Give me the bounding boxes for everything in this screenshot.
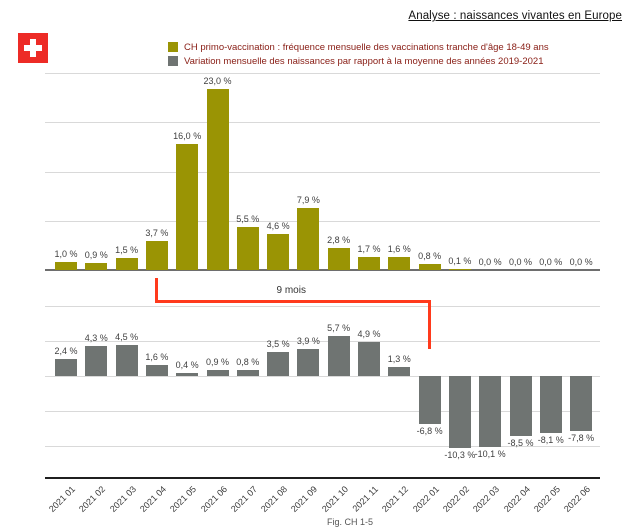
births-value-label-12: -6,8 % [416, 425, 443, 436]
vaccination-value-label-13: 0,1 % [448, 256, 472, 267]
births-bar-2021 12 [388, 366, 411, 376]
births-bar-2022 04 [509, 376, 532, 436]
births-bar-2021 10 [327, 336, 350, 376]
births-bar-2022 03 [479, 376, 502, 447]
vaccination-value-label-4: 16,0 % [173, 130, 202, 141]
vaccination-bar-2021 09 [297, 207, 320, 270]
vaccination-bar-2021 08 [267, 233, 290, 270]
births-value-label-9: 5,7 % [327, 323, 351, 334]
legend-swatch-0 [168, 42, 178, 52]
births-value-label-2: 4,5 % [115, 331, 139, 342]
births-value-label-8: 3,9 % [296, 335, 320, 346]
upper-gridline-0 [45, 73, 600, 74]
lower-gridline-0 [45, 306, 600, 307]
births-bar-2021 11 [358, 341, 380, 376]
lower-gridline-3 [45, 411, 600, 412]
births-bar-2022 06 [570, 376, 593, 431]
lower-gridline-2 [45, 376, 600, 377]
vaccination-value-label-3: 3,7 % [145, 227, 169, 238]
upper-gridline-1 [45, 122, 600, 124]
vaccination-bar-2021 06 [206, 88, 229, 270]
swiss-flag-icon [18, 33, 48, 63]
vaccination-bar-2021 05 [176, 143, 199, 270]
vaccination-value-label-1: 0,9 % [84, 249, 108, 260]
vaccination-value-label-0: 1,0 % [54, 249, 78, 260]
births-bar-2021 05 [176, 373, 199, 376]
upper-axis-line [45, 269, 600, 271]
vaccination-bar-2021 11 [358, 256, 380, 270]
vaccination-bar-2022 01 [418, 263, 441, 270]
legend-label-0: CH primo-vaccination : fréquence mensuel… [184, 41, 549, 53]
vaccination-value-label-5: 23,0 % [203, 75, 232, 86]
annotation-bracket-horizontal [154, 300, 431, 303]
births-value-label-17: -7,8 % [568, 432, 595, 443]
legend-swatch-1 [168, 56, 178, 66]
vaccination-value-label-9: 2,8 % [327, 234, 351, 245]
vaccination-bar-2022 02 [448, 269, 471, 270]
births-value-label-0: 2,4 % [54, 346, 78, 357]
upper-gridline-2 [45, 171, 600, 173]
category-axis-line [45, 477, 600, 479]
annotation-label: 9 mois [276, 285, 306, 296]
page-title: Analyse : naissances vivantes en Europe [408, 10, 622, 22]
vaccination-bar-2021 07 [236, 226, 259, 270]
births-value-label-6: 0,8 % [236, 357, 260, 368]
births-value-label-15: -8,5 % [507, 437, 534, 448]
vaccination-bar-2021 02 [85, 262, 108, 270]
births-bar-2021 06 [206, 369, 229, 376]
vaccination-value-label-16: 0,0 % [539, 257, 563, 267]
legend-item-1: Variation mensuelle des naissances par r… [168, 54, 549, 68]
births-bar-2021 02 [85, 345, 108, 376]
vaccination-value-label-2: 1,5 % [115, 245, 139, 256]
lower-gridline-4 [45, 446, 600, 447]
births-value-label-4: 0,4 % [175, 360, 199, 371]
births-bar-2022 01 [418, 376, 441, 424]
births-value-label-5: 0,9 % [205, 356, 229, 367]
vaccination-value-label-17: 0,0 % [569, 257, 593, 267]
vaccination-value-label-15: 0,0 % [508, 257, 532, 267]
figure-caption: Fig. CH 1-5 [326, 517, 373, 527]
births-value-label-1: 4,3 % [84, 332, 108, 343]
births-value-label-7: 3,5 % [266, 338, 290, 349]
births-bar-2022 02 [448, 376, 471, 449]
vaccination-bar-2021 03 [115, 258, 138, 270]
births-bar-2021 07 [236, 370, 259, 376]
births-bar-2021 04 [145, 364, 168, 376]
annotation-bracket-right [427, 300, 431, 349]
vaccination-value-label-14: 0,0 % [478, 257, 502, 267]
vaccination-value-label-11: 1,6 % [387, 244, 411, 255]
swiss-cross-horizontal [24, 45, 42, 51]
vaccination-value-label-7: 4,6 % [266, 220, 290, 231]
births-bar-2021 09 [297, 348, 320, 376]
vaccination-bar-2021 04 [145, 240, 168, 270]
births-bar-2021 08 [267, 351, 290, 376]
upper-gridline-3 [45, 220, 600, 222]
births-bar-2022 05 [539, 376, 562, 433]
births-value-label-11: 1,3 % [387, 353, 411, 364]
vaccination-value-label-10: 1,7 % [357, 243, 381, 254]
births-value-label-14: -10,1 % [474, 448, 506, 459]
vaccination-bar-2021 01 [55, 262, 77, 270]
births-value-label-16: -8,1 % [537, 434, 564, 445]
legend-item-0: CH primo-vaccination : fréquence mensuel… [168, 40, 549, 54]
births-value-label-13: -10,3 % [444, 450, 476, 461]
vaccination-value-label-6: 5,5 % [236, 213, 260, 224]
legend-label-1: Variation mensuelle des naissances par r… [184, 55, 544, 67]
vaccination-bar-2021 10 [327, 247, 350, 270]
births-value-label-3: 1,6 % [145, 351, 169, 362]
vaccination-bar-2021 12 [388, 257, 411, 270]
legend: CH primo-vaccination : fréquence mensuel… [168, 40, 549, 68]
lower-gridline-1 [45, 341, 600, 342]
vaccination-value-label-12: 0,8 % [418, 250, 442, 261]
vaccination-value-label-8: 7,9 % [296, 194, 320, 205]
annotation-bracket-left [154, 278, 158, 303]
births-value-label-10: 4,9 % [357, 328, 381, 339]
births-bar-2021 01 [55, 359, 77, 376]
births-bar-2021 03 [115, 344, 138, 376]
